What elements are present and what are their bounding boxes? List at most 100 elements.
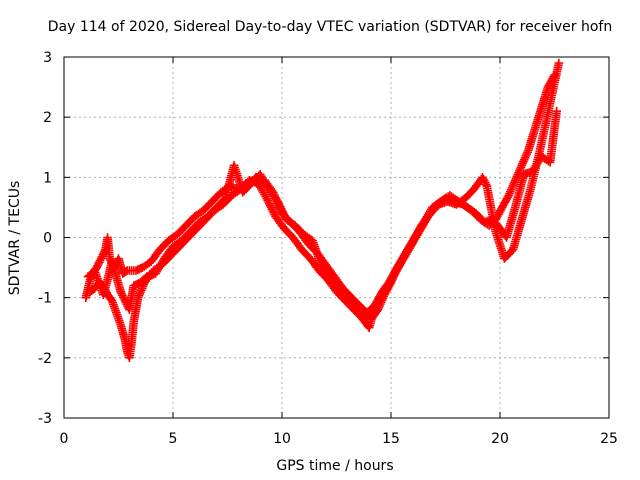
data-point	[351, 299, 361, 308]
x-tick-label: 20	[491, 431, 509, 447]
data-point	[478, 173, 487, 182]
data-point	[127, 338, 136, 348]
data-point	[118, 269, 128, 278]
data-point	[445, 191, 455, 200]
data-point	[530, 124, 540, 134]
x-tick-label: 15	[382, 431, 400, 447]
data-point	[282, 215, 291, 224]
data-point	[290, 221, 300, 230]
data-point	[325, 269, 335, 278]
data-point	[469, 185, 479, 194]
data-point	[255, 170, 265, 179]
data-point	[142, 272, 152, 281]
data-point	[107, 257, 117, 266]
data-point	[526, 185, 535, 194]
data-point	[125, 353, 134, 363]
data-point	[194, 218, 204, 227]
data-point	[323, 275, 333, 284]
data-point	[393, 263, 402, 272]
x-tick-label: 10	[273, 431, 291, 447]
data-point	[502, 233, 511, 242]
data-point	[116, 287, 125, 296]
data-point	[524, 145, 533, 155]
data-point	[454, 197, 463, 206]
data-markers	[81, 58, 564, 363]
data-point	[186, 227, 195, 236]
data-point	[340, 296, 350, 305]
data-point	[177, 236, 187, 245]
data-point	[358, 314, 367, 324]
data-point	[508, 245, 518, 254]
data-point	[299, 230, 309, 239]
data-point	[271, 212, 280, 221]
data-point	[463, 203, 472, 212]
data-point	[332, 287, 341, 296]
data-point	[94, 278, 104, 287]
chart-title: Day 114 of 2020, Sidereal Day-to-day VTE…	[48, 19, 612, 35]
data-point	[120, 296, 130, 305]
data-point	[155, 245, 165, 254]
data-point	[131, 266, 141, 275]
data-point	[103, 233, 112, 242]
data-point	[373, 305, 383, 314]
data-point	[227, 191, 237, 200]
data-point	[537, 151, 546, 161]
data-point	[107, 296, 117, 305]
data-point	[181, 221, 191, 230]
data-point	[96, 254, 106, 263]
data-point	[349, 305, 359, 314]
data-point	[114, 254, 123, 263]
x-tick-label: 5	[169, 431, 178, 447]
data-point	[552, 106, 561, 116]
data-point	[471, 209, 481, 218]
data-point	[164, 236, 173, 245]
x-tick-label: 25	[600, 431, 618, 447]
data-point	[410, 233, 420, 242]
data-point	[510, 176, 520, 185]
data-point	[386, 278, 396, 287]
y-tick-label: 2	[43, 110, 52, 126]
data-point	[493, 221, 503, 230]
data-point	[129, 281, 139, 290]
data-point	[504, 191, 514, 200]
x-axis-label: GPS time / hours	[276, 458, 393, 474]
data-point	[510, 203, 520, 212]
data-point	[364, 323, 374, 333]
data-point	[168, 242, 178, 251]
data-point	[360, 308, 370, 318]
data-point	[343, 290, 352, 299]
data-point	[112, 308, 121, 318]
data-point	[229, 161, 239, 170]
data-point	[554, 58, 564, 68]
data-point	[460, 194, 470, 203]
data-point	[238, 188, 248, 197]
data-point	[129, 317, 139, 327]
data-point	[480, 218, 490, 227]
data-point	[545, 157, 555, 167]
data-point	[497, 203, 507, 212]
data-point	[380, 290, 389, 299]
data-point	[247, 179, 256, 188]
data-point	[173, 230, 182, 239]
data-point	[500, 254, 509, 263]
data-point	[482, 182, 492, 191]
data-point	[517, 161, 527, 170]
data-point	[125, 305, 134, 314]
y-tick-label: 0	[43, 231, 52, 247]
data-point	[138, 263, 147, 272]
data-point	[308, 236, 317, 245]
data-point	[199, 206, 208, 215]
y-tick-label: 3	[43, 50, 52, 66]
data-point	[517, 215, 527, 224]
data-point	[367, 314, 376, 324]
data-point	[334, 281, 343, 290]
series-track-b	[87, 60, 563, 361]
data-point	[541, 118, 551, 128]
data-point	[159, 254, 169, 263]
plot-frame	[63, 56, 610, 419]
data-point	[288, 233, 298, 242]
data-point	[221, 194, 230, 203]
data-point	[101, 245, 110, 254]
y-tick-label: -2	[38, 351, 52, 367]
